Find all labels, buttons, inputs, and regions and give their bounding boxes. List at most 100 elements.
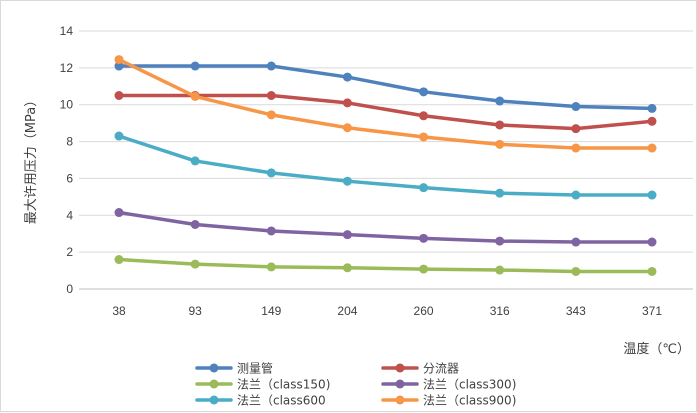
series-4: [114, 208, 657, 247]
data-point: [342, 230, 352, 240]
data-point: [495, 188, 505, 198]
series-5: [114, 131, 657, 200]
gridlines: [79, 30, 693, 290]
y-tick-label: 2: [66, 245, 73, 259]
data-point: [266, 226, 276, 236]
data-point: [114, 91, 124, 100]
data-point: [571, 266, 581, 276]
data-point: [342, 123, 352, 133]
data-point: [190, 220, 200, 229]
x-tick-label: 93: [188, 304, 202, 318]
data-point: [647, 143, 657, 153]
x-tick-label: 343: [566, 304, 586, 318]
series-line: [117, 64, 654, 111]
data-point: [571, 237, 581, 247]
series-6: [114, 55, 657, 153]
legend-swatch-marker: [395, 363, 405, 373]
legend-item: 法兰（class300): [381, 378, 516, 392]
legend-swatch-marker: [209, 363, 219, 373]
data-point: [571, 102, 581, 112]
data-point: [419, 264, 429, 274]
y-tick-label: 0: [66, 282, 73, 296]
series-line: [117, 257, 654, 274]
y-tick-label: 6: [66, 171, 73, 185]
data-point: [342, 98, 352, 108]
x-tick-label: 260: [414, 304, 434, 318]
data-point: [190, 91, 200, 101]
series-layer: [114, 55, 657, 276]
x-axis-title: 温度（℃）: [623, 341, 690, 357]
series-line: [117, 57, 654, 150]
legend-label: 法兰（class300): [423, 378, 516, 392]
legend-swatch-marker: [395, 395, 405, 405]
data-point: [114, 55, 124, 65]
legend-item: 法兰（class600: [195, 394, 326, 408]
series-line: [117, 210, 654, 244]
data-point: [342, 263, 352, 273]
data-point: [647, 116, 657, 126]
data-point: [647, 190, 657, 200]
x-tick-label: 38: [112, 304, 126, 318]
legend-label: 分流器: [423, 362, 459, 376]
data-point: [266, 110, 276, 120]
legend-item: 分流器: [381, 362, 459, 376]
y-tick-label: 4: [66, 208, 73, 222]
y-axis-ticks: 0 2 4 6 8 10 12 14: [60, 24, 74, 296]
legend-item: 测量管: [195, 361, 273, 376]
data-point: [419, 87, 429, 97]
data-point: [419, 111, 429, 121]
data-point: [342, 176, 352, 186]
data-point: [342, 72, 352, 82]
legend-label: 测量管: [237, 361, 273, 376]
legend-swatch-marker: [209, 379, 219, 389]
data-point: [266, 91, 276, 100]
data-point: [571, 190, 581, 200]
legend-swatch-marker: [209, 395, 219, 405]
data-point: [495, 139, 505, 149]
x-tick-label: 149: [261, 304, 281, 318]
legend-label: 法兰（class600: [237, 394, 326, 408]
data-point: [495, 120, 505, 130]
data-point: [190, 259, 200, 269]
data-point: [495, 96, 505, 106]
x-axis-ticks: 38 93 149 204 260 316 343 371: [112, 304, 662, 318]
data-point: [114, 131, 124, 141]
data-point: [495, 236, 505, 246]
legend-label: 法兰（class900): [423, 394, 516, 408]
data-point: [114, 255, 124, 265]
series-line: [117, 93, 654, 131]
data-point: [419, 132, 429, 142]
data-point: [495, 265, 505, 275]
legend-item: 法兰（class150): [195, 378, 330, 392]
series-1: [114, 61, 657, 113]
data-point: [190, 61, 200, 71]
legend-swatch-marker: [395, 379, 405, 389]
legend-label: 法兰（class150): [237, 378, 330, 392]
x-tick-label: 371: [642, 304, 662, 318]
data-point: [647, 237, 657, 247]
data-point: [114, 208, 124, 218]
legend-item: 法兰（class900): [381, 394, 516, 408]
data-point: [190, 156, 200, 166]
x-tick-label: 316: [490, 304, 510, 318]
y-tick-label: 14: [60, 24, 74, 38]
data-point: [419, 183, 429, 193]
y-tick-label: 8: [66, 135, 73, 149]
data-point: [114, 61, 124, 71]
y-axis-title: 最大许用压力（MPa）: [24, 94, 39, 224]
y-tick-label: 10: [60, 98, 74, 112]
series-line: [117, 134, 654, 197]
x-tick-label: 204: [337, 304, 357, 318]
data-point: [647, 266, 657, 276]
data-point: [571, 124, 581, 134]
data-point: [266, 61, 276, 71]
y-tick-label: 12: [60, 61, 74, 75]
data-point: [571, 143, 581, 153]
data-point: [266, 168, 276, 178]
series-3: [114, 255, 657, 276]
data-point: [647, 103, 657, 113]
data-point: [266, 262, 276, 272]
